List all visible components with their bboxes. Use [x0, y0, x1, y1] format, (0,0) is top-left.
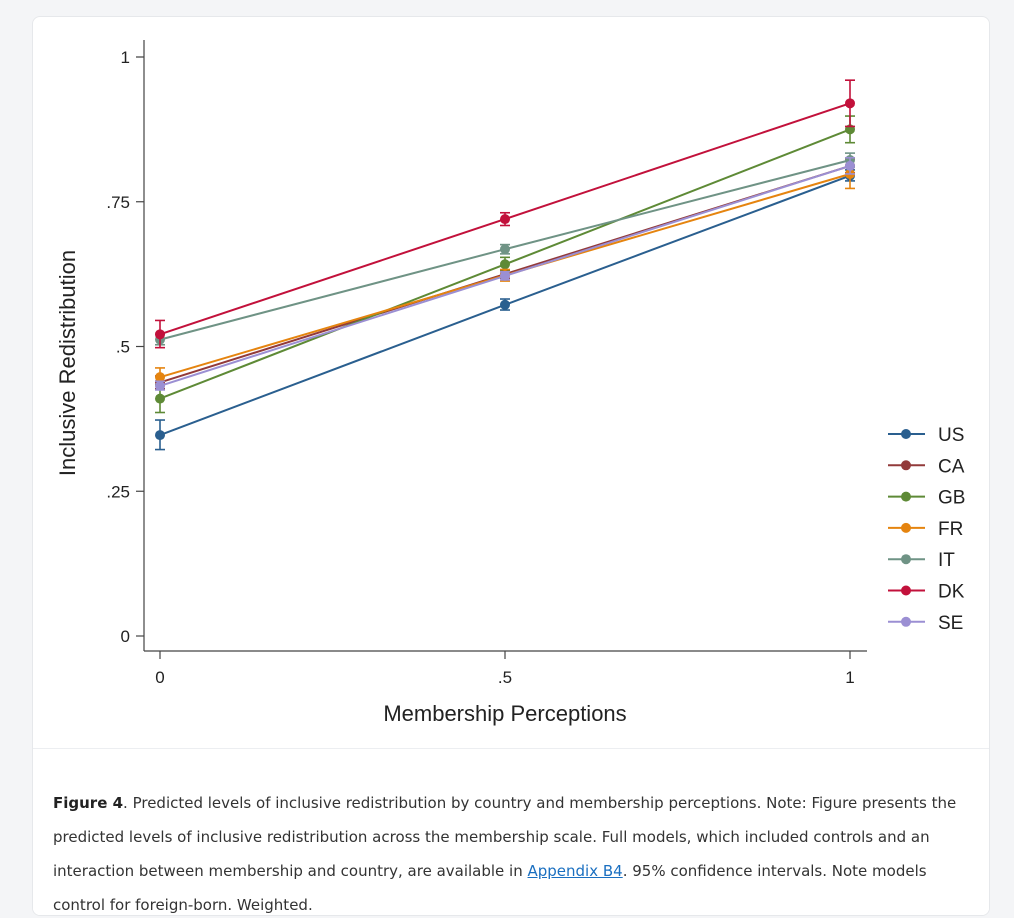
data-point-us: [155, 430, 165, 441]
legend-marker-ca: [901, 460, 911, 471]
data-point-gb: [155, 393, 165, 404]
data-point-se: [155, 380, 165, 391]
data-point-gb: [500, 259, 510, 270]
legend-item-us: US: [888, 425, 964, 446]
data-point-it: [500, 244, 510, 255]
legend-item-it: IT: [888, 550, 955, 571]
figure-card: 0 .25 .5 .75 1 0 .5 1 US CA GB FR IT DK SE Membership…: [32, 16, 990, 916]
data-point-se: [500, 270, 510, 281]
figure-label: Figure 4: [53, 794, 124, 812]
legend-marker-se: [901, 616, 911, 627]
caption-text-part2: . 95% confidence intervals. Note models …: [53, 862, 927, 914]
legend-item-dk: DK: [888, 582, 965, 603]
legend-label-gb: GB: [938, 488, 965, 509]
x-tick-label: 0: [155, 668, 164, 687]
legend-item-gb: GB: [888, 488, 965, 509]
y-tick-label: .75: [106, 193, 130, 212]
y-tick-label: .5: [116, 338, 130, 357]
data-point-se: [845, 160, 855, 171]
legend-marker-gb: [901, 491, 911, 502]
data-point-us: [500, 299, 510, 310]
data-point-dk: [845, 98, 855, 109]
legend-label-us: US: [938, 425, 964, 446]
legend-marker-us: [901, 429, 911, 439]
x-axis-label: Membership Perceptions: [383, 701, 626, 726]
legend-marker-dk: [901, 585, 911, 596]
data-point-dk: [500, 214, 510, 225]
appendix-link[interactable]: Appendix B4: [527, 862, 623, 880]
data-point-fr: [155, 372, 165, 383]
legend-label-ca: CA: [938, 456, 965, 477]
x-tick-label: 1: [845, 668, 854, 687]
y-tick-label: .25: [106, 482, 130, 501]
y-tick-label: 0: [121, 627, 130, 646]
y-tick-label: 1: [121, 48, 130, 67]
x-tick-label: .5: [498, 668, 512, 687]
legend-marker-fr: [901, 522, 911, 533]
legend-item-se: SE: [888, 613, 963, 634]
caption-area: Figure 4. Predicted levels of inclusive …: [33, 748, 989, 915]
data-point-dk: [155, 329, 165, 340]
series-us: [155, 169, 855, 451]
figure-area: 0 .25 .5 .75 1 0 .5 1 US CA GB FR IT DK SE Membership…: [33, 17, 989, 748]
caption-text-part1: . Predicted levels of inclusive redistri…: [53, 794, 957, 880]
legend-item-ca: CA: [888, 456, 965, 477]
series-dk: [155, 79, 855, 349]
legend-label-fr: FR: [938, 519, 963, 540]
legend-label-it: IT: [938, 550, 955, 571]
figure-caption: Figure 4. Predicted levels of inclusive …: [53, 786, 973, 915]
series-it: [155, 152, 855, 346]
legend-label-dk: DK: [938, 582, 965, 603]
line-chart: 0 .25 .5 .75 1 0 .5 1 US CA GB FR IT DK SE Membership…: [55, 40, 965, 726]
legend-item-fr: FR: [888, 519, 963, 540]
legend-marker-it: [901, 554, 911, 565]
legend-label-se: SE: [938, 613, 963, 634]
series-gb: [155, 115, 855, 414]
series-se: [155, 156, 855, 391]
y-axis-label: Inclusive Redistribution: [55, 250, 80, 476]
